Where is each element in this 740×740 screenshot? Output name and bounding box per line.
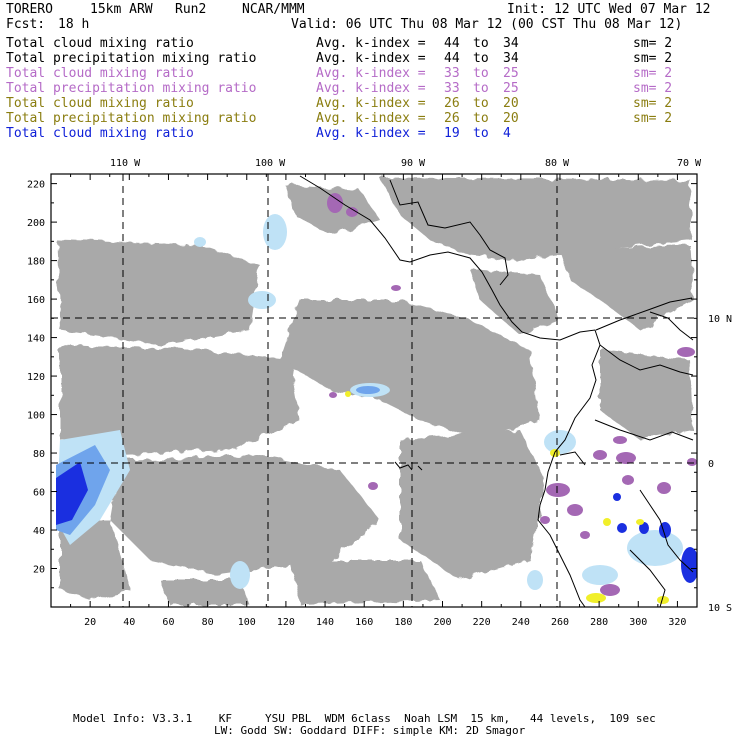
footer-model-info: Model Info: V3.3.1 KF YSU PBL WDM 6class… — [73, 712, 656, 725]
purple-field — [327, 193, 697, 596]
lon-label-80w: 80 W — [545, 158, 570, 169]
legend-k-label: Avg. k-index = — [316, 66, 426, 81]
legend-k-from: 44 — [444, 51, 460, 66]
x-tick-label: 260 — [551, 617, 569, 628]
legend-k-to: 34 — [503, 51, 519, 66]
y-tick-label: 20 — [33, 565, 45, 576]
lon-label-90w: 90 W — [401, 158, 426, 169]
axis-ticks — [50, 174, 698, 608]
x-tick-label: 20 — [84, 617, 96, 628]
coastlines — [299, 175, 694, 607]
lat-label-10n: 10 N — [708, 314, 732, 325]
legend-sm: sm= 2 — [633, 111, 673, 126]
legend-k-to: 20 — [503, 96, 519, 111]
header-run: Run2 — [175, 2, 207, 17]
x-tick-label: 60 — [162, 617, 174, 628]
legend-to: to — [473, 66, 489, 81]
x-tick-label: 220 — [473, 617, 491, 628]
lon-label-100w: 100 W — [255, 158, 286, 169]
legend-k-to: 25 — [503, 81, 519, 96]
legend-k-to: 25 — [503, 66, 519, 81]
x-tick-label: 120 — [277, 617, 295, 628]
legend-field: Total cloud mixing ratio — [6, 36, 194, 51]
header-fcst-label: Fcst: — [6, 17, 46, 32]
lat-label-10s: 10 S — [708, 603, 732, 614]
plot-frame — [50, 173, 698, 608]
x-tick-label: 180 — [394, 617, 412, 628]
y-tick-label: 220 — [27, 180, 45, 191]
legend-to: to — [473, 36, 489, 51]
legend-k-label: Avg. k-index = — [316, 111, 426, 126]
legend-to: to — [473, 81, 489, 96]
legend-k-to: 20 — [503, 111, 519, 126]
header-resolution: 15km ARW — [90, 2, 153, 17]
legend-sm: sm= 2 — [633, 66, 673, 81]
legend-k-label: Avg. k-index = — [316, 126, 426, 141]
x-tick-label: 200 — [433, 617, 451, 628]
cloud-field — [57, 178, 693, 605]
x-tick-label: 240 — [512, 617, 530, 628]
legend-k-label: Avg. k-index = — [316, 36, 426, 51]
legend-k-from: 33 — [444, 66, 460, 81]
y-tick-label: 200 — [27, 218, 45, 229]
legend-k-from: 19 — [444, 126, 460, 141]
legend-sm: sm= 2 — [633, 51, 673, 66]
blue-field — [56, 386, 697, 583]
lon-label-70w: 70 W — [677, 158, 702, 169]
y-tick-label: 60 — [33, 488, 45, 499]
legend-k-from: 26 — [444, 96, 460, 111]
legend-k-from: 33 — [444, 81, 460, 96]
legend-k-label: Avg. k-index = — [316, 51, 426, 66]
legend-k-label: Avg. k-index = — [316, 81, 426, 96]
y-tick-label: 180 — [27, 257, 45, 268]
legend-field: Total precipitation mixing ratio — [6, 51, 257, 66]
legend-field: Total cloud mixing ratio — [6, 96, 194, 111]
legend-k-to: 4 — [503, 126, 511, 141]
header-fcst-value: 18 h — [58, 17, 90, 32]
legend-k-to: 34 — [503, 36, 519, 51]
graticule — [51, 174, 697, 607]
legend-to: to — [473, 51, 489, 66]
legend-field: Total precipitation mixing ratio — [6, 81, 257, 96]
legend-k-label: Avg. k-index = — [316, 96, 426, 111]
legend-sm: sm= 2 — [633, 36, 673, 51]
legend-field: Total cloud mixing ratio — [6, 126, 194, 141]
x-tick-label: 80 — [202, 617, 214, 628]
x-tick-label: 160 — [355, 617, 373, 628]
legend-field: Total cloud mixing ratio — [6, 66, 194, 81]
legend-to: to — [473, 96, 489, 111]
x-tick-label: 40 — [123, 617, 135, 628]
legend-field: Total precipitation mixing ratio — [6, 111, 257, 126]
legend-sm: sm= 2 — [633, 96, 673, 111]
y-tick-label: 100 — [27, 411, 45, 422]
legend-to: to — [473, 111, 489, 126]
header-model: TORERO — [6, 2, 53, 17]
y-tick-label: 160 — [27, 295, 45, 306]
y-tick-label: 40 — [33, 526, 45, 537]
lat-label-0: 0 — [708, 459, 714, 470]
lon-label-110w: 110 W — [110, 158, 141, 169]
legend-sm: sm= 2 — [633, 81, 673, 96]
x-tick-label: 320 — [668, 617, 686, 628]
y-tick-label: 120 — [27, 372, 45, 383]
legend-k-from: 26 — [444, 111, 460, 126]
header-center: NCAR/MMM — [242, 2, 305, 17]
axis-labels: 110 W 100 W 90 W 80 W 70 W 10 N 0 10 S 2… — [27, 158, 732, 628]
y-tick-label: 80 — [33, 449, 45, 460]
footer-physics-info: LW: Godd SW: Goddard DIFF: simple KM: 2D… — [214, 724, 526, 737]
header-valid: Valid: 06 UTC Thu 08 Mar 12 (00 CST Thu … — [291, 17, 683, 32]
header-init: Init: 12 UTC Wed 07 Mar 12 — [507, 2, 711, 17]
x-tick-label: 140 — [316, 617, 334, 628]
y-tick-label: 140 — [27, 334, 45, 345]
legend-to: to — [473, 126, 489, 141]
x-tick-label: 300 — [629, 617, 647, 628]
x-tick-label: 280 — [590, 617, 608, 628]
x-tick-label: 100 — [238, 617, 256, 628]
legend-k-from: 44 — [444, 36, 460, 51]
